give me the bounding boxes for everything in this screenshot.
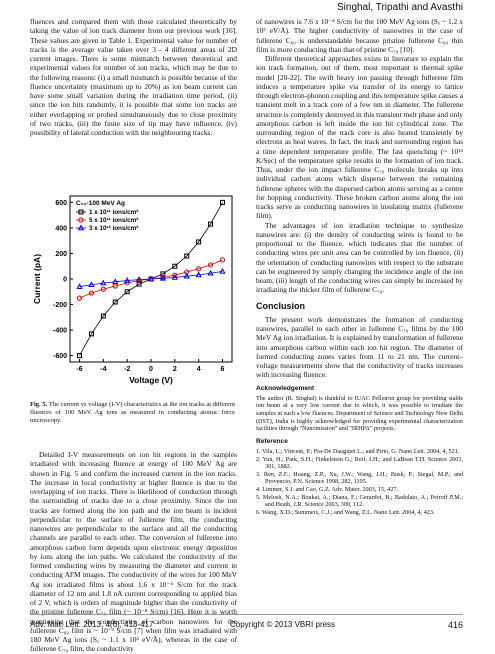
reference: 3. Ren, Z.F.; Huang, Z.P.; Xu, J.W.; Wan… <box>256 470 463 486</box>
legend-title: C₆₀-100 MeV Ag <box>76 200 125 207</box>
y-tick-label: -600 <box>53 353 67 360</box>
data-point <box>76 283 83 289</box>
reference: 4. Limmer, S.J. and Cao, G.Z. Adv. Mater… <box>256 485 398 493</box>
data-point <box>100 286 106 292</box>
paragraph: fluences and compared them with those ca… <box>30 17 237 137</box>
y-tick-label: 0 <box>63 277 67 284</box>
legend-marker <box>78 217 84 223</box>
x-tick-label: 0 <box>149 366 153 373</box>
right-column: of nanowires is 7.6 x 10⁻⁴ S/cm for the … <box>256 17 463 516</box>
reference: 1. Vila, L.; Vincent, P.; Pra-De Daugine… <box>256 447 460 455</box>
x-tick-label: -6 <box>76 366 82 373</box>
x-tick-label: -4 <box>100 366 106 373</box>
paragraph: Different theoretical approaches exists … <box>256 54 463 221</box>
data-point <box>88 281 95 288</box>
data-point <box>135 276 143 282</box>
reference: 5. Melosh, N.A.; Boukai, A.; Diana, F.; … <box>256 493 463 509</box>
caption-text: The current vs voltage (I-V) characteris… <box>30 401 235 424</box>
data-point <box>172 263 178 269</box>
data-point <box>124 289 130 295</box>
data-point <box>208 221 214 227</box>
x-axis-label: Voltage (V) <box>129 375 173 385</box>
section-heading: Reference <box>256 437 288 445</box>
section-heading: Conclusion <box>256 300 305 311</box>
paragraph: The advantages of ion irradiation techni… <box>256 220 463 295</box>
legend-marker <box>78 209 84 215</box>
legend-label: 3 x 10¹² ions/cm² <box>89 225 138 232</box>
y-axis-label: Current (pA) <box>32 254 42 304</box>
footer-journal: Adv. Mat. Lett. 2013, 4(6), 413-417 <box>30 620 154 629</box>
data-point <box>112 278 119 285</box>
legend-marker <box>77 224 85 231</box>
x-tick-label: 6 <box>221 366 225 373</box>
paragraph: The present work demonstrates the format… <box>256 314 463 380</box>
figure-caption: Fig. 5. The current vs voltage (I-V) cha… <box>30 401 235 425</box>
y-tick-label: 600 <box>55 200 67 207</box>
page-number: 416 <box>447 620 463 630</box>
data-point <box>159 274 167 281</box>
data-point <box>124 277 131 283</box>
data-point <box>183 272 190 279</box>
data-point <box>195 271 202 278</box>
running-header: Singhal, Tripathi and Avasthi <box>336 2 463 13</box>
y-tick-label: 200 <box>55 251 67 258</box>
section-heading: Acknowledgement <box>256 384 315 392</box>
data-point <box>196 266 202 272</box>
left-column: fluences and compared them with those ca… <box>30 17 237 137</box>
data-point <box>196 239 202 245</box>
data-point <box>88 290 95 296</box>
reference: 6. Wang, X.D.; Summers, C.J.; and Wang, … <box>256 508 435 516</box>
legend-label: 1 x 10¹¹ ions/cm² <box>89 209 138 216</box>
series-line <box>79 270 223 288</box>
y-tick-label: 400 <box>55 225 67 232</box>
data-point <box>147 275 155 282</box>
paragraph: of nanowires is 7.6 x 10⁻⁴ S/cm for the … <box>256 17 463 54</box>
data-point <box>100 313 106 319</box>
y-tick-label: -400 <box>53 328 67 335</box>
x-tick-label: -2 <box>124 366 130 373</box>
x-tick-label: 2 <box>173 366 177 373</box>
figure-chart: -6 -4 -2 0 2 4 6 -600 -400 -200 0 200 400 600 Voltage … <box>32 195 233 385</box>
data-point <box>100 279 107 286</box>
data-point <box>219 257 226 263</box>
y-tick-label: -200 <box>53 302 67 309</box>
x-tick-label: 4 <box>197 366 201 373</box>
reference: 2. Yun, H.; Park, S.H.; Finkelstein G.; … <box>256 455 463 471</box>
data-point <box>88 331 94 337</box>
data-point <box>171 274 178 280</box>
caption-label: Fig. 5. <box>30 401 48 408</box>
data-point <box>112 299 118 305</box>
data-point <box>207 262 214 268</box>
data-point <box>77 353 83 359</box>
footer-rule <box>30 614 463 615</box>
data-point <box>136 281 142 287</box>
data-point <box>76 295 83 301</box>
reference-list: 1. Vila, L.; Vincent, P.; Pra-De Daugine… <box>256 448 463 516</box>
data-point <box>219 267 226 274</box>
data-point <box>184 253 190 259</box>
data-point <box>219 199 225 205</box>
legend-label: 5 x 10¹¹ ions/cm² <box>89 217 138 224</box>
paragraph: The author (R. Singhal) is thankful to I… <box>256 394 463 433</box>
data-point <box>207 269 214 276</box>
footer-copyright: Copyright © 2013 VBRI press <box>230 620 336 629</box>
page: Singhal, Tripathi and Avasthi fluences a… <box>30 2 463 654</box>
